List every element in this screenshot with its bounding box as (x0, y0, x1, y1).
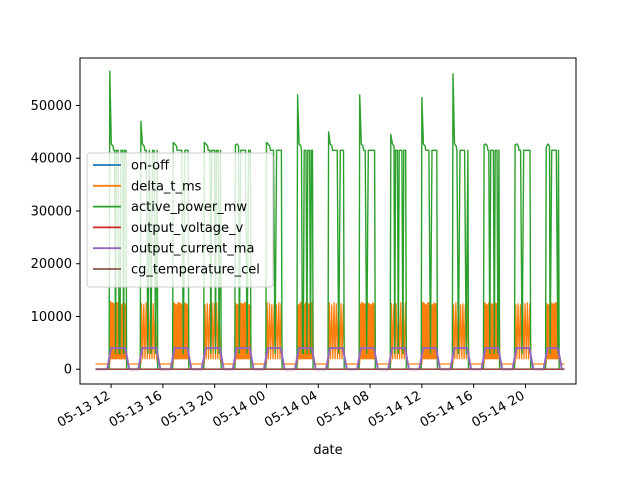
legend-label: output_current_ma (131, 242, 254, 257)
y-tick-label: 0 (64, 363, 72, 378)
series-line-output-current-ma (95, 347, 565, 371)
x-axis-title: date (313, 443, 342, 458)
legend-label: delta_t_ms (131, 179, 202, 194)
plot-area-frame (79, 57, 577, 385)
legend-label: cg_temperature_cel (131, 263, 260, 278)
y-tick-label: 10000 (31, 310, 72, 325)
legend-box (86, 152, 274, 288)
series-line-delta-t-ms (95, 301, 565, 365)
legend-label: on-off (131, 159, 170, 174)
series-line-active-power-mw (95, 70, 565, 370)
y-tick-label: 40000 (31, 152, 72, 167)
y-tick-label: 30000 (31, 204, 72, 219)
legend: on-off delta_t_ms active_power_mw output_vo… (86, 152, 274, 288)
y-tick-label: 20000 (31, 257, 72, 272)
legend-label: output_voltage_v (131, 221, 243, 236)
y-tick-label: 50000 (31, 99, 72, 114)
y-axis: 0 10000 20000 30000 40000 50000 (31, 99, 80, 378)
legend-label: active_power_mw (131, 200, 247, 215)
